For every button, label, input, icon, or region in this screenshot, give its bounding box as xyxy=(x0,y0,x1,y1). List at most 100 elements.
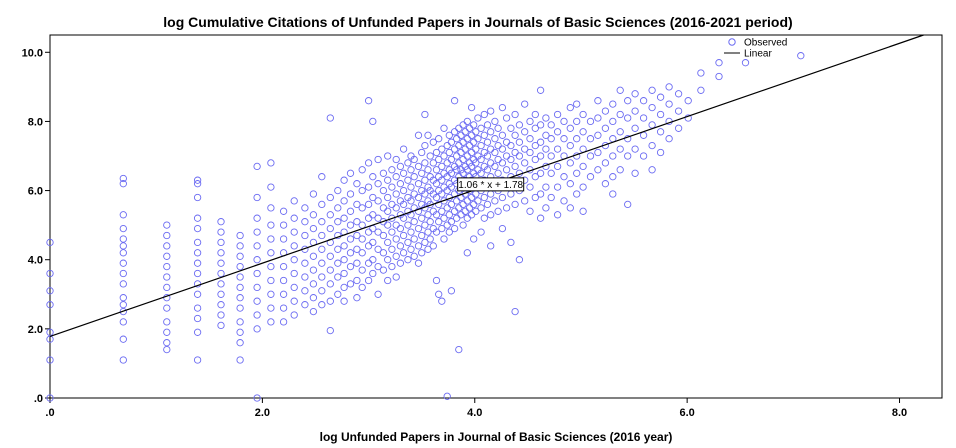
observed-point xyxy=(432,180,441,188)
observed-point xyxy=(369,193,377,202)
observed-point xyxy=(418,148,426,157)
legend-observed-marker xyxy=(728,38,736,46)
observed-point xyxy=(340,283,348,292)
observed-point xyxy=(648,103,656,112)
observed-point xyxy=(566,204,574,212)
observed-point xyxy=(410,252,418,260)
observed-point xyxy=(440,197,448,205)
observed-point xyxy=(193,290,202,298)
observed-point xyxy=(624,97,632,105)
observed-point xyxy=(573,135,581,143)
observed-point xyxy=(487,128,495,136)
observed-point xyxy=(494,169,502,177)
observed-point xyxy=(318,245,326,253)
observed-point xyxy=(399,145,408,153)
observed-point xyxy=(424,166,432,174)
observed-point xyxy=(648,141,656,150)
observed-point xyxy=(438,190,446,198)
observed-point xyxy=(334,218,342,226)
observed-point xyxy=(253,193,261,202)
observed-point xyxy=(474,114,482,122)
observed-point xyxy=(384,221,392,229)
observed-point xyxy=(334,186,342,195)
observed-point xyxy=(407,197,415,205)
observed-point xyxy=(447,183,456,191)
observed-point xyxy=(119,280,127,288)
observed-point xyxy=(318,218,326,226)
observed-point xyxy=(531,173,539,181)
observed-point xyxy=(447,138,456,146)
observed-point xyxy=(309,211,318,219)
observed-point xyxy=(445,148,453,157)
observed-point xyxy=(326,114,334,122)
observed-point xyxy=(392,273,400,281)
observed-point xyxy=(253,269,261,278)
observed-point xyxy=(267,276,275,285)
observed-point xyxy=(193,224,202,233)
x-tick-label: 6.0 xyxy=(679,407,694,419)
observed-point xyxy=(566,141,574,150)
observed-point xyxy=(536,214,545,222)
observed-point xyxy=(491,162,499,171)
observed-point xyxy=(498,103,507,112)
observed-point xyxy=(279,221,288,229)
observed-point xyxy=(326,211,334,219)
observed-point xyxy=(515,152,524,160)
observed-point xyxy=(477,124,485,132)
legend-observed-label: Observed xyxy=(744,38,787,49)
observed-point xyxy=(119,335,127,343)
observed-point xyxy=(414,207,423,215)
observed-point xyxy=(531,141,539,150)
observed-point xyxy=(432,276,441,285)
observed-point xyxy=(346,207,355,215)
observed-point xyxy=(309,294,318,302)
observed-point xyxy=(334,290,342,298)
observed-point xyxy=(715,59,723,67)
observed-point xyxy=(715,72,723,81)
observed-point xyxy=(374,155,382,164)
observed-point xyxy=(531,155,539,164)
observed-point xyxy=(369,238,377,247)
observed-point xyxy=(455,204,463,212)
observed-point xyxy=(163,252,171,260)
observed-point xyxy=(46,238,54,247)
observed-point xyxy=(463,249,471,257)
observed-point xyxy=(443,392,451,400)
observed-point xyxy=(566,103,574,112)
observed-point xyxy=(498,159,507,167)
observed-point xyxy=(631,90,639,98)
observed-point xyxy=(609,152,617,160)
observed-point xyxy=(309,266,318,274)
observed-point xyxy=(429,242,437,250)
chart-title: log Cumulative Citations of Unfunded Pap… xyxy=(163,14,792,30)
observed-point xyxy=(318,301,326,309)
observed-point xyxy=(536,86,545,94)
observed-point xyxy=(318,287,326,295)
observed-point xyxy=(253,297,261,305)
observed-point xyxy=(579,207,587,215)
observed-point xyxy=(445,228,453,236)
observed-point xyxy=(477,141,485,150)
observed-point xyxy=(536,138,545,146)
observed-point xyxy=(521,100,529,108)
observed-point xyxy=(594,166,602,174)
observed-point xyxy=(379,169,388,177)
observed-point xyxy=(358,249,366,257)
observed-point xyxy=(483,152,492,160)
observed-point xyxy=(507,141,515,150)
observed-point xyxy=(579,128,587,136)
observed-point xyxy=(624,114,632,122)
observed-point xyxy=(396,259,405,267)
observed-point xyxy=(364,159,373,167)
observed-point xyxy=(432,193,441,202)
observed-point xyxy=(290,311,298,319)
observed-point xyxy=(447,287,456,295)
observed-point xyxy=(616,128,624,136)
observed-point xyxy=(267,290,275,298)
observed-point xyxy=(648,166,656,174)
observed-point xyxy=(119,211,127,219)
observed-point xyxy=(507,124,515,132)
observed-point xyxy=(399,169,408,177)
observed-point xyxy=(290,242,298,250)
observed-point xyxy=(253,311,261,319)
